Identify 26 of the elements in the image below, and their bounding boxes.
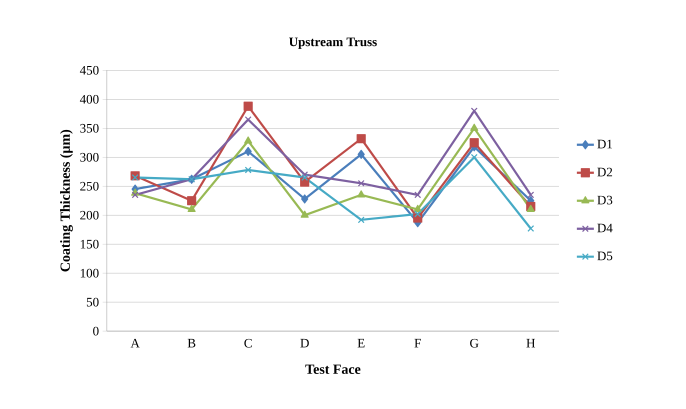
x-tick-label: A [130, 338, 140, 348]
x-axis-title: Test Face [305, 364, 360, 374]
legend-label: D4 [597, 224, 613, 232]
y-tick-label: 200 [80, 210, 99, 220]
legend-label: D1 [597, 140, 612, 148]
x-tick-label: F [414, 338, 421, 348]
y-tick-label: 250 [80, 182, 99, 191]
x-tick-label: C [244, 338, 252, 348]
y-tick-label: 300 [80, 152, 99, 162]
legend-label: D3 [597, 196, 612, 204]
x-tick-label: E [358, 338, 365, 348]
x-tick-label: B [188, 338, 196, 348]
x-tick-label: H [526, 338, 536, 348]
y-tick-label: 150 [80, 240, 99, 249]
x-tick-label: G [470, 338, 479, 348]
y-tick-label: 0 [93, 326, 99, 336]
y-tick-label: 100 [80, 268, 99, 278]
x-tick-label: D [300, 338, 309, 348]
y-tick-label: 450 [80, 66, 99, 75]
y-tick-label: 400 [80, 94, 99, 104]
y-axis-title: Coating Thickness (µm) [60, 130, 73, 272]
y-tick-label: 50 [86, 298, 99, 306]
legend-label: D2 [597, 168, 612, 176]
y-tick-label: 350 [80, 124, 99, 133]
chart-title: Upstream Truss [289, 38, 377, 49]
legend-label: D5 [597, 252, 612, 260]
